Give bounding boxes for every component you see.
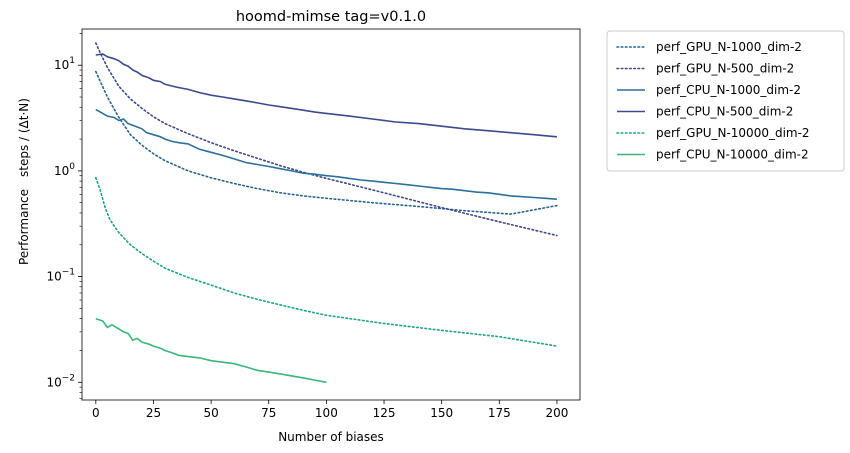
legend-label: perf_CPU_N-500_dim-2: [656, 105, 793, 119]
plot-area: [95, 42, 558, 384]
legend-label: perf_CPU_N-10000_dim-2: [656, 148, 809, 162]
chart-title: hoomd-mimse tag=v0.1.0: [236, 9, 426, 25]
x-tick-label: 100: [315, 406, 338, 420]
series-line-5: [95, 177, 558, 347]
y-tick-label: 10−1: [46, 268, 75, 284]
x-tick-label: 75: [261, 406, 276, 420]
y-axis-label: Performance steps / (Δt·N): [17, 98, 31, 265]
y-tick-label: 100: [54, 162, 75, 178]
x-tick-label: 25: [146, 406, 161, 420]
legend: perf_GPU_N-1000_dim-2 perf_GPU_N-500_dim-…: [606, 30, 845, 172]
axes: 0 25 50 75 100 125 150 175 200 10−2 10−1 100 101: [46, 28, 581, 420]
legend-box: [606, 30, 845, 172]
axes-frame: [81, 28, 581, 401]
x-tick-label: 125: [373, 406, 396, 420]
x-tick-label: 50: [203, 406, 218, 420]
legend-label: perf_CPU_N-1000_dim-2: [656, 83, 801, 97]
x-axis-label: Number of biases: [278, 430, 384, 444]
series-line-4: [95, 53, 557, 138]
x-tick-label: 150: [430, 406, 453, 420]
legend-label: perf_GPU_N-10000_dim-2: [656, 126, 810, 140]
y-tick-label: 10−2: [46, 373, 75, 389]
y-axis-unit: steps / (Δt·N): [17, 98, 31, 177]
x-tick-label: 0: [92, 406, 100, 420]
y-axis-label-text: Performance: [17, 189, 31, 265]
x-tick-label: 200: [545, 406, 568, 420]
legend-label: perf_GPU_N-1000_dim-2: [656, 40, 802, 54]
series-line-3: [95, 108, 557, 200]
legend-label: perf_GPU_N-500_dim-2: [656, 62, 794, 76]
series-line-6: [95, 317, 327, 384]
x-tick-label: 175: [488, 406, 511, 420]
y-tick-label: 101: [54, 56, 75, 72]
